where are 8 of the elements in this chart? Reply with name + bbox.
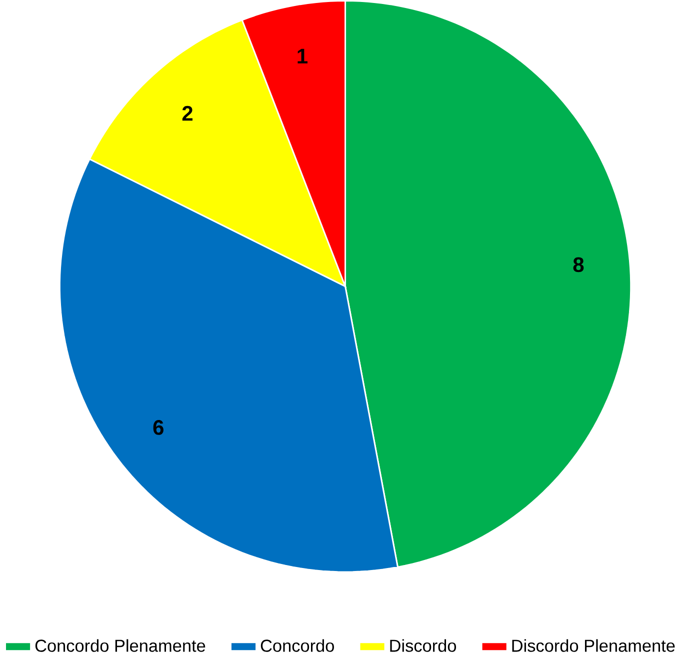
data-label: 1 — [298, 48, 308, 64]
legend-label: Concordo Plenamente — [35, 639, 206, 652]
data-label: 2 — [182, 106, 192, 121]
data-label: 8 — [573, 257, 584, 272]
legend-label: Discordo Plenamente — [512, 639, 675, 652]
legend-label: Concordo — [260, 639, 334, 652]
legend-label: Discordo — [390, 639, 456, 652]
data-label: 6 — [153, 420, 164, 435]
